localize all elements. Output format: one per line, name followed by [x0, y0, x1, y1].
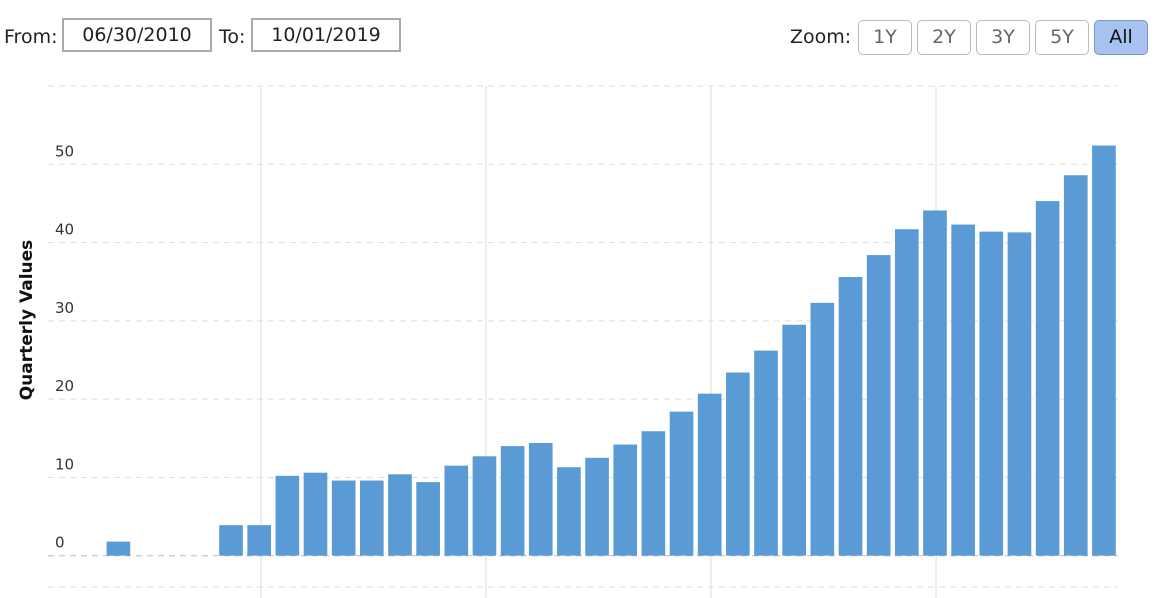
zoom-label: Zoom: — [790, 26, 852, 48]
bar — [838, 277, 863, 556]
from-input[interactable]: 06/30/2010 — [62, 18, 212, 52]
bar — [416, 482, 440, 556]
bar — [219, 525, 243, 556]
y-tick-label: 50 — [55, 142, 74, 160]
bar — [585, 457, 609, 556]
y-tick-label: 30 — [55, 299, 74, 317]
bar — [1063, 175, 1088, 556]
bar — [754, 350, 778, 556]
from-label: From: — [4, 26, 58, 48]
bar — [951, 224, 975, 556]
to-input[interactable]: 10/01/2019 — [251, 18, 401, 52]
bar — [331, 480, 356, 556]
y-tick-label: 10 — [55, 455, 74, 473]
bar — [726, 372, 750, 556]
bar — [641, 431, 666, 556]
bar — [557, 467, 581, 556]
bar — [388, 474, 412, 556]
y-tick-label: 0 — [55, 534, 65, 552]
y-axis-title: Quarterly Values — [17, 240, 37, 401]
bar — [894, 229, 919, 556]
bar — [1035, 201, 1060, 556]
bar — [500, 446, 525, 556]
bar — [669, 411, 694, 556]
bar — [613, 444, 638, 556]
range-selector: From: 06/30/2010 To: 10/01/2019 Zoom: 1Y… — [0, 0, 1175, 75]
bar — [866, 255, 891, 556]
zoom-button[interactable]: All — [1094, 20, 1148, 55]
bar — [1092, 145, 1116, 556]
bar — [528, 442, 553, 556]
bar — [303, 472, 328, 556]
bar — [106, 541, 131, 556]
bar — [247, 525, 272, 556]
zoom-button[interactable]: 2Y — [917, 20, 971, 55]
to-label: To: — [219, 26, 246, 48]
bar — [979, 231, 1004, 556]
bar — [472, 456, 497, 556]
bar — [782, 324, 807, 556]
bar — [923, 210, 947, 556]
bar — [444, 465, 469, 556]
bar — [810, 302, 835, 556]
y-tick-label: 40 — [55, 221, 74, 239]
zoom-button[interactable]: 1Y — [858, 20, 912, 55]
bar — [359, 480, 384, 556]
bar — [1007, 232, 1032, 556]
y-tick-label: 20 — [55, 377, 74, 395]
zoom-button[interactable]: 5Y — [1035, 20, 1089, 55]
bar — [275, 475, 300, 556]
zoom-button[interactable]: 3Y — [976, 20, 1030, 55]
bar — [697, 393, 722, 556]
